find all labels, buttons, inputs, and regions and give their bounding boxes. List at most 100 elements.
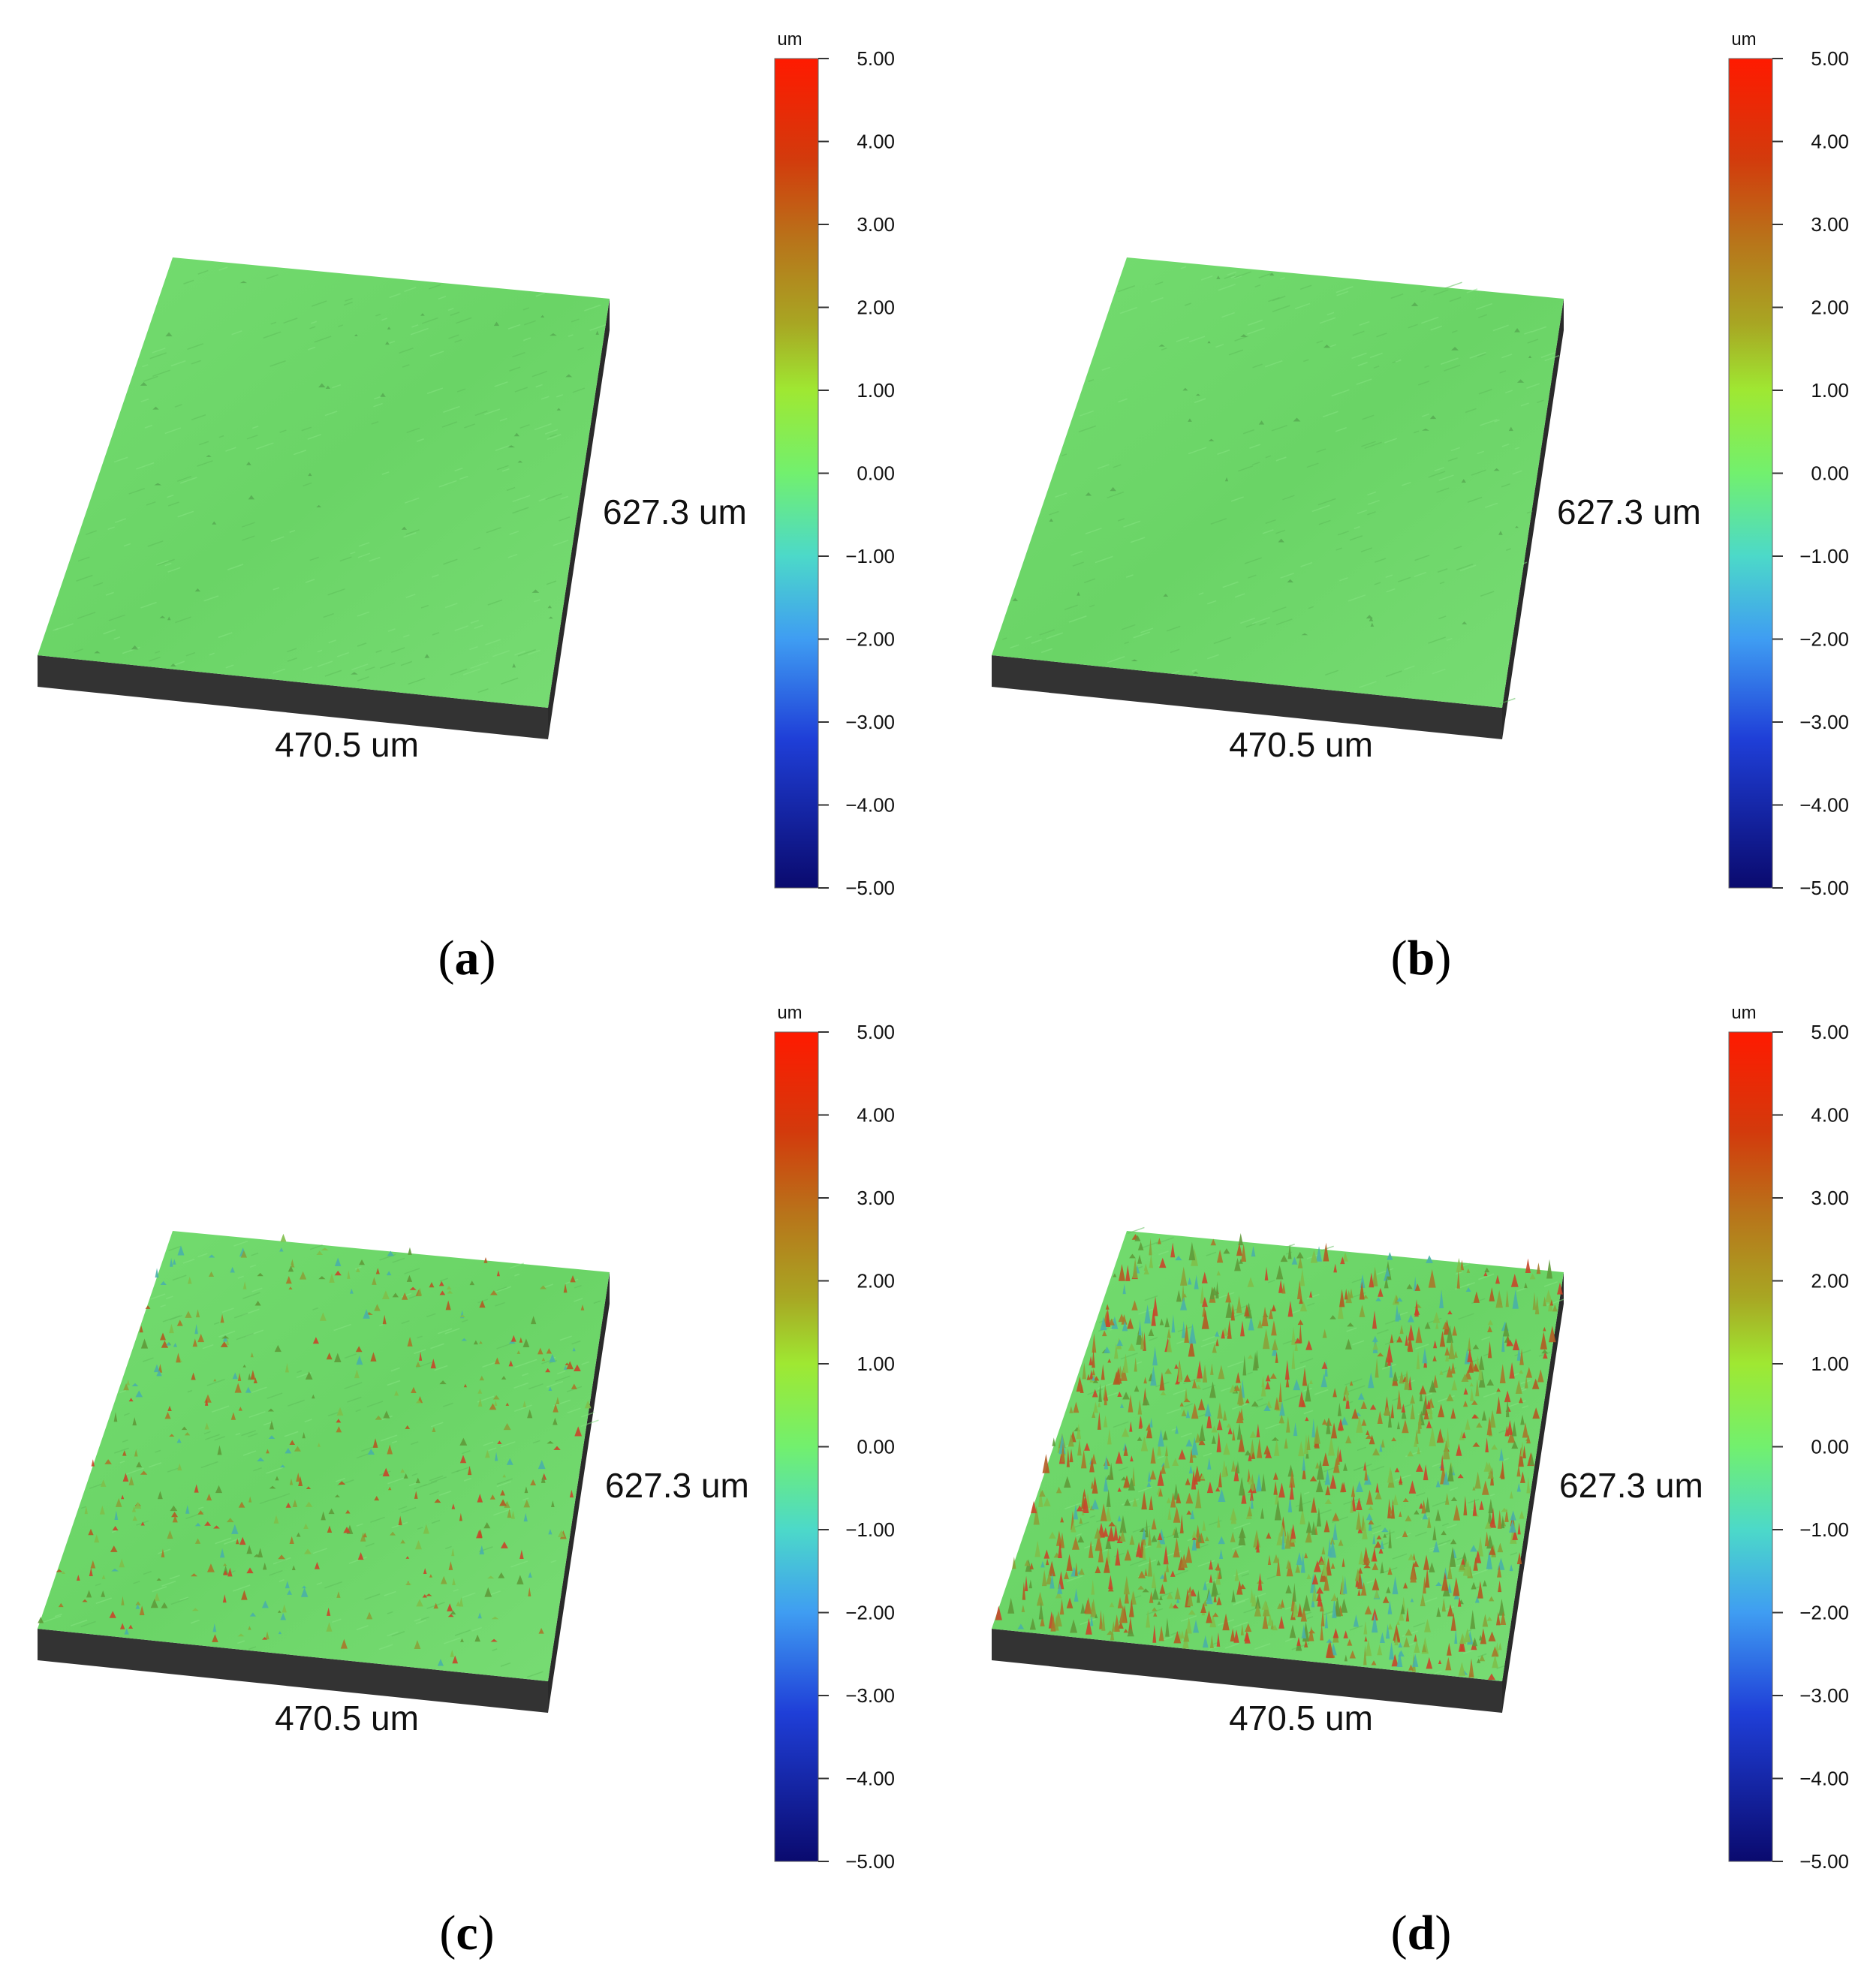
- surface-peak: [1491, 1646, 1499, 1657]
- surface-streak: [1414, 1531, 1427, 1537]
- surface-peak: [1137, 1585, 1145, 1590]
- surface-peak: [1197, 1360, 1203, 1379]
- surface-peak: [1349, 1380, 1354, 1386]
- surface-peak: [187, 1276, 192, 1284]
- surface-peak: [1380, 1632, 1385, 1644]
- surface-streak: [1326, 311, 1335, 316]
- surface-peak: [1384, 1267, 1390, 1277]
- surface-peak: [1321, 1419, 1328, 1425]
- surface-streak: [430, 1476, 447, 1483]
- surface-peak: [1147, 1556, 1153, 1577]
- surface-streak: [454, 1629, 471, 1636]
- surface-peak: [1412, 1653, 1419, 1667]
- surface-streak: [256, 442, 274, 450]
- surface-peak: [1221, 1459, 1227, 1478]
- surface-peak: [231, 1524, 239, 1534]
- surface-peak: [248, 1626, 251, 1630]
- surface-peak: [541, 1474, 546, 1483]
- surface-streak: [202, 1344, 214, 1350]
- surface-peak: [1256, 1423, 1260, 1437]
- surface-streak: [1436, 487, 1450, 493]
- surface-streak: [469, 645, 478, 651]
- surface-streak: [203, 1431, 211, 1435]
- surface-streak: [403, 532, 417, 538]
- surface-peak: [1415, 1326, 1423, 1344]
- width-label: 470.5 um: [275, 725, 419, 764]
- surface-peak: [1085, 492, 1092, 496]
- surface-peak: [1329, 1315, 1336, 1319]
- surface-streak: [1303, 1491, 1310, 1495]
- surface-peak: [140, 1338, 149, 1349]
- surface-peak: [1188, 1586, 1193, 1593]
- surface-peak: [1278, 1279, 1284, 1293]
- surface-peak: [194, 1538, 201, 1544]
- surface-streak: [1471, 469, 1486, 476]
- surface-peak: [507, 445, 515, 448]
- surface-streak: [54, 1613, 62, 1617]
- surface-peak: [1526, 1434, 1531, 1444]
- surface-streak: [567, 1407, 581, 1414]
- surface-peak: [1170, 1492, 1176, 1508]
- surface-peak: [119, 1558, 125, 1568]
- surface-peak: [1374, 1588, 1380, 1599]
- surface-peak: [571, 1383, 577, 1389]
- surface-peak: [1180, 1297, 1188, 1310]
- surface-peak: [1090, 1598, 1097, 1617]
- surface-peak: [1269, 272, 1275, 276]
- surface-peak: [1439, 1289, 1444, 1309]
- surface-streak: [1218, 1292, 1235, 1299]
- surface-streak: [1308, 606, 1314, 609]
- surface-peak: [1215, 1338, 1219, 1347]
- surface-peak: [1316, 1460, 1324, 1480]
- surface-streak: [1414, 571, 1427, 577]
- surface-streak: [1233, 1599, 1245, 1605]
- surface-peak: [1085, 1596, 1092, 1614]
- surface-peak: [424, 654, 430, 658]
- colorbar-gradient: [1728, 58, 1773, 889]
- surface-streak: [357, 611, 370, 617]
- surface-peak: [1332, 1457, 1340, 1473]
- surface-peak: [1244, 1632, 1251, 1644]
- surface-peak: [280, 1464, 286, 1468]
- surface-peak: [1165, 1617, 1170, 1637]
- surface-streak: [1366, 1580, 1375, 1584]
- surface-peak: [1090, 1481, 1095, 1489]
- surface-peak: [250, 1352, 254, 1358]
- colorbar-tick-label: −3.00: [845, 711, 895, 733]
- surface-streak: [241, 1430, 257, 1437]
- surface-peak: [1266, 1532, 1272, 1539]
- surface-streak: [209, 652, 215, 656]
- surface-peak: [1022, 1581, 1026, 1600]
- surface-peak: [1482, 1580, 1487, 1587]
- surface-streak: [108, 614, 125, 621]
- surface-peak: [1238, 1434, 1245, 1452]
- surface-peak: [1160, 1390, 1167, 1395]
- surface-peak: [1124, 1586, 1129, 1604]
- surface-peak: [1357, 1392, 1365, 1400]
- surface-peak: [1077, 1535, 1085, 1543]
- surface-peak: [1442, 1440, 1450, 1460]
- surface-streak: [1197, 1560, 1215, 1567]
- surface-peak: [1435, 1479, 1441, 1488]
- surface-peak: [1248, 1488, 1254, 1493]
- surface-peak: [477, 1398, 483, 1407]
- surface-peak: [248, 1373, 251, 1380]
- colorbar-tick-label: 2.00: [1811, 1270, 1849, 1292]
- surface-streak: [214, 1436, 225, 1441]
- surface-streak: [1230, 496, 1244, 502]
- surface-peak: [419, 1351, 423, 1361]
- surface-streak: [1265, 455, 1272, 459]
- surface-peak: [500, 1541, 508, 1548]
- colorbar-tick-label: 0.00: [857, 462, 895, 485]
- surface-streak: [1381, 1363, 1397, 1370]
- surface-peak: [354, 1369, 360, 1379]
- surface-peak: [169, 1434, 175, 1437]
- surface-streak: [444, 603, 458, 609]
- surface-streak: [1233, 1522, 1251, 1530]
- surface-streak: [263, 331, 282, 339]
- surface-peak: [114, 1510, 119, 1520]
- surface-peak: [154, 1593, 160, 1602]
- surface-peak: [1066, 1448, 1070, 1467]
- surface-peak: [1131, 1590, 1137, 1605]
- surface-streak: [1233, 1621, 1248, 1629]
